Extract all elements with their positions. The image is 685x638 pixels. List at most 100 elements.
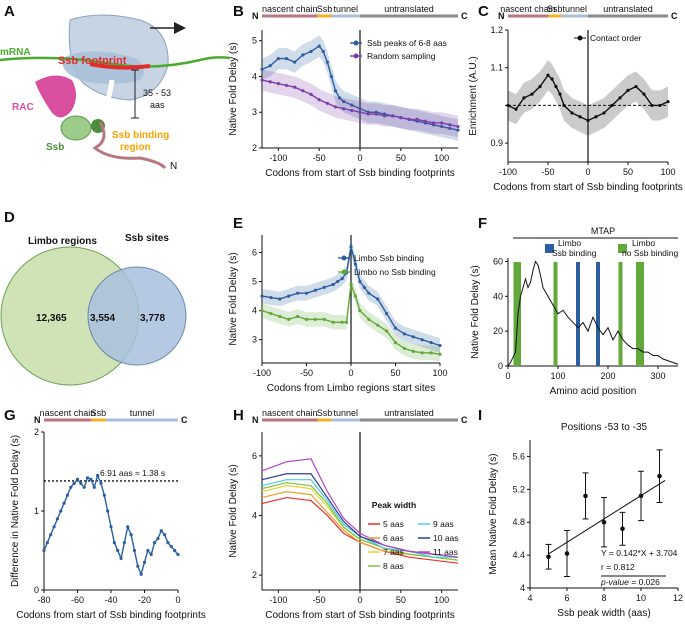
data-point <box>102 493 106 497</box>
data-point <box>342 99 346 104</box>
legend-label: Ssb peaks of 6-8 aas <box>367 38 447 48</box>
region-label: Ssb <box>317 4 333 14</box>
data-point <box>367 317 371 321</box>
data-point <box>358 107 362 111</box>
data-point <box>176 552 180 557</box>
y-tick-label: 4 <box>520 583 525 593</box>
legend-label: Contact order <box>590 33 642 43</box>
data-point <box>278 297 282 301</box>
venn-ssb-count: 3,778 <box>140 313 165 324</box>
data-point <box>438 352 442 356</box>
region-label: Ssb <box>317 408 333 418</box>
data-point <box>276 57 280 61</box>
data-point <box>313 288 317 292</box>
error-band <box>262 35 458 141</box>
y-tick-label: 1 <box>34 506 39 516</box>
data-point <box>92 485 96 489</box>
region-label: nascent chain <box>262 4 318 14</box>
data-point <box>169 544 173 549</box>
panel-f-label: F <box>478 215 487 232</box>
x-axis-label: Codons from Limbo regions start sites <box>267 383 435 394</box>
data-point <box>142 560 147 564</box>
legend-swatch <box>618 244 627 253</box>
data-point <box>658 103 662 108</box>
data-point <box>564 551 570 556</box>
data-point <box>301 89 305 93</box>
data-point <box>367 291 371 295</box>
legend-label: 11 aas <box>433 547 458 557</box>
legend-label: Limbo Ssb binding <box>354 253 424 263</box>
legend-label: 6 aas <box>383 533 404 543</box>
data-point <box>116 548 120 553</box>
region-label: untranslated <box>384 4 434 14</box>
n-terminus-label: N <box>170 161 177 172</box>
data-point <box>340 320 344 324</box>
mrna-label: mRNA <box>0 47 31 58</box>
y-tick-label: 1.2 <box>490 25 503 35</box>
region-label: nascent chain <box>262 408 318 418</box>
panel-b: B -100 -50 0 50 100 2 3 4 5 Codons from start of S… <box>228 3 468 179</box>
data-point <box>634 84 638 89</box>
data-point <box>269 311 273 316</box>
data-point <box>448 126 452 130</box>
y-tick-label: 2 <box>34 427 39 437</box>
data-point <box>350 103 354 107</box>
data-point <box>49 533 53 537</box>
x-tick-label: -50 <box>300 368 313 378</box>
data-point <box>620 526 625 532</box>
panel-e-label: E <box>233 215 243 232</box>
green-site-bar <box>636 262 640 366</box>
x-tick-label: 0 <box>357 595 362 605</box>
green-site-bar <box>517 262 521 366</box>
data-point <box>260 294 264 298</box>
data-point <box>506 103 510 108</box>
data-point <box>650 103 654 108</box>
legend-label: 9 aas <box>433 519 454 529</box>
x-tick-label: 50 <box>390 368 400 378</box>
y-tick-label: 5 <box>252 277 257 287</box>
x-tick-label: -40 <box>104 595 117 605</box>
series-line <box>261 45 459 131</box>
data-point <box>59 509 63 513</box>
legend-label: Random sampling <box>367 51 436 61</box>
data-point <box>65 493 70 497</box>
ssb-binding-label-2: region <box>120 142 151 153</box>
y-tick-label: 4 <box>252 306 257 316</box>
data-point <box>456 124 460 129</box>
n-terminus: N <box>252 11 259 21</box>
data-point <box>349 245 353 249</box>
legend-label: Limbo no Ssb binding <box>354 267 436 277</box>
error-band <box>508 60 668 136</box>
data-point <box>610 103 614 108</box>
data-point <box>313 317 317 321</box>
data-point <box>456 128 460 132</box>
legend-label: Limbo <box>558 238 581 248</box>
x-axis-label: Amino acid position <box>550 386 637 397</box>
data-point <box>304 291 309 295</box>
data-point <box>514 107 518 111</box>
region-label: tunnel <box>333 4 358 14</box>
panel-g: G -80 -60 -40 -20 0 0 1 2 Codons from start of Ss… <box>4 407 206 621</box>
data-point <box>337 96 342 100</box>
blue-site-bar <box>576 262 580 366</box>
legend-title: Peak width <box>372 500 416 510</box>
data-point <box>163 533 167 537</box>
data-point <box>366 112 370 116</box>
data-point <box>353 294 358 298</box>
data-point <box>546 73 550 77</box>
data-point <box>106 509 110 513</box>
data-point <box>146 548 150 553</box>
data-point <box>132 548 137 553</box>
data-point <box>72 481 76 485</box>
data-point <box>344 320 349 324</box>
data-point <box>538 84 542 89</box>
data-point <box>666 100 670 104</box>
y-tick-label: 3 <box>252 335 257 345</box>
data-point <box>385 329 389 333</box>
y-tick-label: 4.8 <box>512 517 525 527</box>
data-point <box>349 282 353 287</box>
data-point <box>69 485 73 489</box>
region-label: Ssb <box>91 408 107 418</box>
data-point <box>550 77 554 81</box>
data-point <box>96 473 100 478</box>
